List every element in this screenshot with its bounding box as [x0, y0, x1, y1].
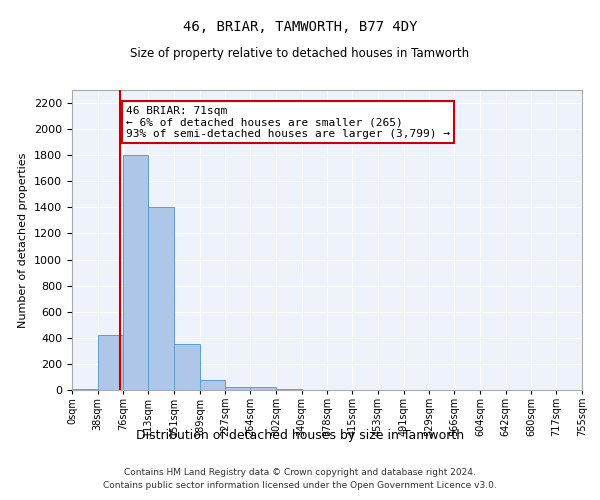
Text: Size of property relative to detached houses in Tamworth: Size of property relative to detached ho… — [130, 48, 470, 60]
Bar — [226, 386, 250, 390]
Bar — [72, 388, 98, 390]
Text: 46, BRIAR, TAMWORTH, B77 4DY: 46, BRIAR, TAMWORTH, B77 4DY — [183, 20, 417, 34]
Bar — [200, 380, 226, 390]
Text: Contains public sector information licensed under the Open Government Licence v3: Contains public sector information licen… — [103, 482, 497, 490]
Bar — [250, 388, 276, 390]
Bar — [124, 155, 148, 390]
Text: Contains HM Land Registry data © Crown copyright and database right 2024.: Contains HM Land Registry data © Crown c… — [124, 468, 476, 477]
Bar — [98, 335, 124, 390]
Y-axis label: Number of detached properties: Number of detached properties — [19, 152, 28, 328]
Text: 46 BRIAR: 71sqm
← 6% of detached houses are smaller (265)
93% of semi-detached h: 46 BRIAR: 71sqm ← 6% of detached houses … — [126, 106, 450, 139]
Bar — [148, 208, 174, 390]
Text: Distribution of detached houses by size in Tamworth: Distribution of detached houses by size … — [136, 428, 464, 442]
Bar — [174, 344, 200, 390]
